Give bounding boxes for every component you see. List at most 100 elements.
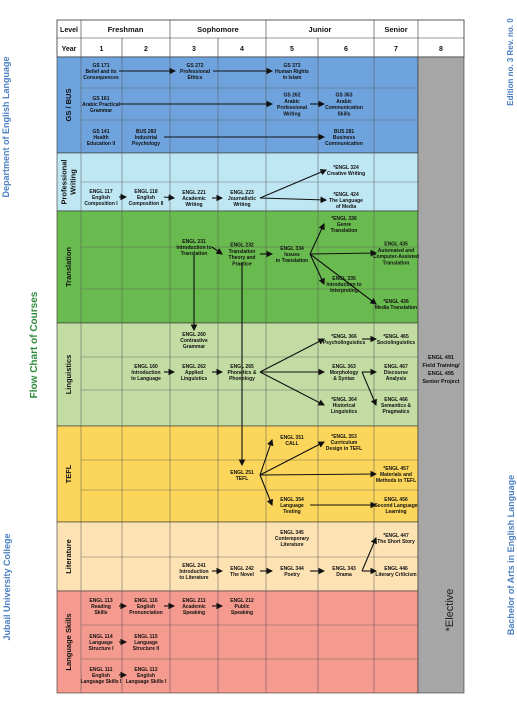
level-junior: Junior <box>309 25 332 34</box>
course-gs363: Arabic <box>336 99 352 105</box>
course-e111: Language Skills I <box>81 679 122 685</box>
prerequisite-arrow <box>163 194 176 201</box>
band-literature <box>56 521 419 592</box>
prerequisite-arrow <box>259 169 328 199</box>
course-e118: Composition II <box>129 201 164 207</box>
course-e221: ENGL 221 <box>182 190 206 196</box>
course-e242: ENGL 242 <box>230 566 254 572</box>
course-e117: Composition I <box>84 201 118 207</box>
prerequisite-arrow <box>309 253 377 305</box>
band-label: Professional <box>59 159 68 204</box>
course-e446: ENGL 446 <box>384 566 408 572</box>
course-e467: ENGL 467 <box>384 364 408 370</box>
band-label: Translation <box>64 247 73 287</box>
year-header: Year <box>62 46 77 53</box>
course-e251: TEFL <box>236 476 249 482</box>
course-e251: ENGL 251 <box>230 470 254 476</box>
course-gs141: Education II <box>87 141 116 147</box>
course-e265: Phonology <box>229 376 255 382</box>
college-label: Jubail University College <box>2 533 12 641</box>
course-e363: & Syntax <box>333 376 355 382</box>
course-e113: Reading <box>91 604 111 610</box>
course-e260: Grammar <box>183 344 205 350</box>
course-e114: Language <box>89 640 113 646</box>
course-e363: Morphology <box>330 370 359 376</box>
edition-label: Edition no. 3 Rev. no. 0 <box>506 18 515 106</box>
course-e262: Applied <box>185 370 203 376</box>
department-label: Department of English Language <box>1 56 11 198</box>
course-e364: Historical <box>333 403 356 409</box>
course-e345: ENGL 345 <box>280 530 304 536</box>
course-e111: English <box>92 673 110 679</box>
prerequisite-arrow <box>211 246 223 255</box>
course-e231: Translation <box>181 251 208 257</box>
course-e232: Translation <box>229 249 256 255</box>
course-e424: *ENGL 424 <box>333 192 359 198</box>
course-e160: ENGL 160 <box>134 364 158 370</box>
course-e424: of Media <box>336 204 356 210</box>
course-e112: ENGL 112 <box>134 667 157 673</box>
course-e231: ENGL 231 <box>182 239 206 245</box>
band-translation <box>56 210 419 324</box>
prerequisite-arrow <box>361 371 377 407</box>
course-e344: ENGL 344 <box>280 566 304 572</box>
year-5: 5 <box>290 46 294 53</box>
prerequisite-arrow <box>259 438 274 476</box>
course-e114: ENGL 114 <box>89 634 112 640</box>
year-2: 2 <box>144 46 148 53</box>
course-e354: Language <box>280 503 304 509</box>
senior-project-text: ENGL 495 <box>428 371 454 377</box>
course-e363: ENGL 363 <box>332 364 356 370</box>
course-gs171: Belief and its <box>85 69 116 75</box>
course-e465: Sociolinguistics <box>377 340 416 346</box>
course-e446: Literary Criticism <box>375 572 417 578</box>
course-e456: ENGL 456 <box>384 497 408 503</box>
course-gs141: Health <box>93 135 108 141</box>
course-e351: CALL <box>285 441 298 447</box>
course-e354: Testing <box>283 509 300 515</box>
course-e457: Materials and <box>380 472 412 478</box>
course-e221: Writing <box>185 202 202 208</box>
course-e115: Language <box>134 640 158 646</box>
prerequisite-arrow <box>259 441 325 476</box>
course-e364: *ENGL 364 <box>331 397 357 403</box>
prerequisite-arrow <box>259 474 274 507</box>
senior-project-text: ENGL 491 <box>428 355 454 361</box>
course-gs373: GS 373 <box>284 63 301 69</box>
course-e343: ENGL 343 <box>332 566 356 572</box>
senior-project-text: Field Training/ <box>422 363 460 369</box>
level-header: Level <box>60 27 78 34</box>
band-label: Literature <box>64 539 73 574</box>
course-e160: to Language <box>131 376 161 382</box>
course-bus281: Communication <box>325 141 363 147</box>
course-e262: Linguistics <box>181 376 208 382</box>
course-e262: ENGL 262 <box>182 364 206 370</box>
prerequisite-arrow <box>259 470 378 478</box>
course-e335: Interpreting <box>330 288 358 294</box>
prerequisite-arrow <box>309 249 378 257</box>
header-block <box>56 19 465 58</box>
course-e335: ENGL 335 <box>332 276 356 282</box>
course-gs262: GS 262 <box>284 93 301 99</box>
course-e351: ENGL 351 <box>280 435 304 441</box>
course-e116: English <box>137 604 155 610</box>
year-4: 4 <box>240 46 244 53</box>
course-e466: Pragmatics <box>383 409 410 415</box>
course-gs272: Ethics <box>187 75 202 81</box>
course-e436: *ENGL 436 <box>383 299 409 305</box>
level-senior: Senior <box>384 25 407 34</box>
course-e117: ENGL 117 <box>89 189 112 195</box>
course-e457: *ENGL 457 <box>383 466 409 472</box>
prerequisite-arrow <box>259 338 325 373</box>
course-e456: Learning <box>385 509 406 515</box>
course-e467: Analysis <box>386 376 407 382</box>
course-e334: Issues <box>284 252 300 258</box>
course-e116: Pronunciation <box>129 610 163 616</box>
level-sophomore: Sophomore <box>197 25 239 34</box>
course-e212: ENGL 212 <box>230 598 254 604</box>
course-e231: Introduction to <box>176 245 211 251</box>
course-e334: ENGL 334 <box>280 246 304 252</box>
course-e334: in Translation <box>276 258 309 264</box>
course-e436: Media Translation <box>375 305 417 311</box>
